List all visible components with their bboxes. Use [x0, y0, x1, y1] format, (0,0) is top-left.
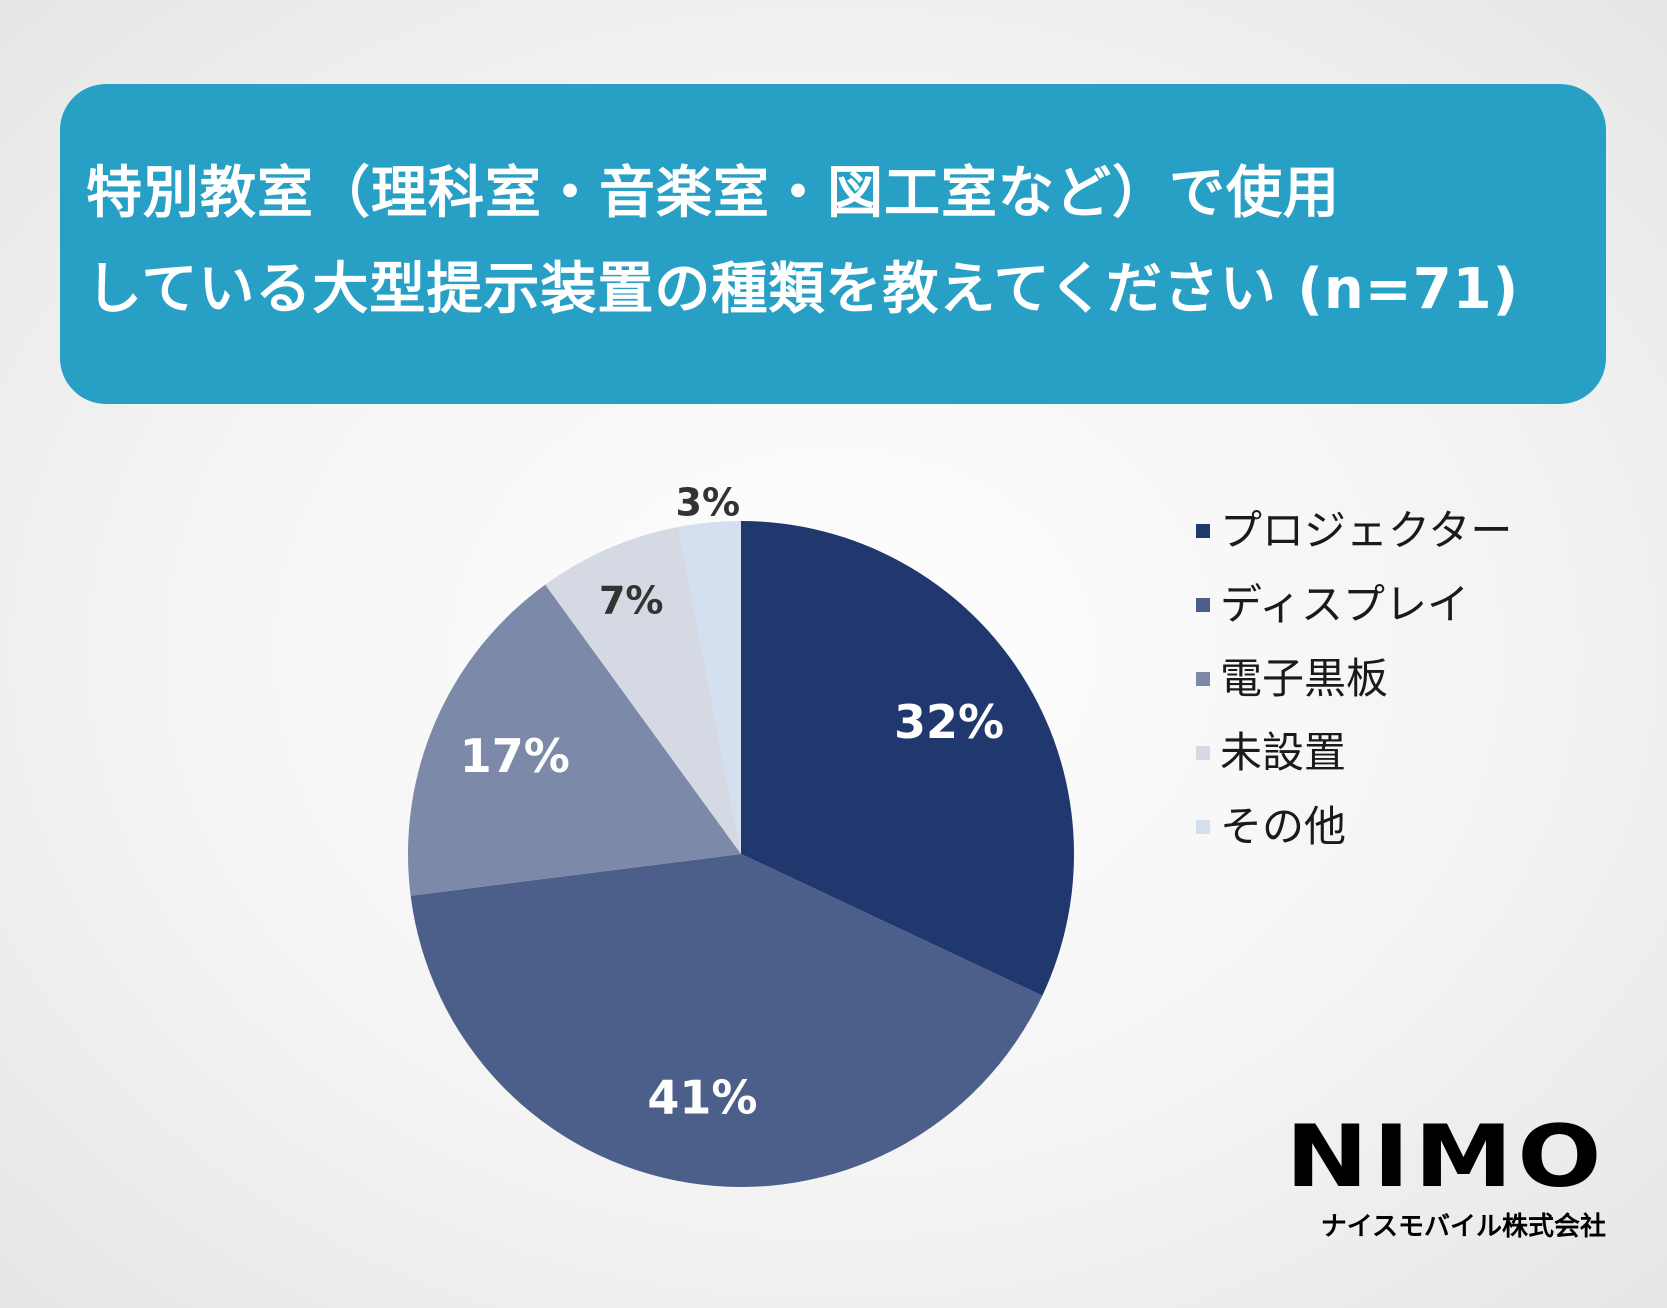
pie-data-label-5: 3%: [676, 481, 741, 525]
legend-item-5: その他: [1196, 786, 1512, 860]
pie-slice-4: [545, 526, 741, 854]
pie-slice-5: [678, 521, 741, 854]
pie-data-label-4: 7%: [599, 578, 664, 622]
pie-slice-3: [408, 584, 741, 896]
title-banner: 特別教室（理科室・音楽室・図工室など）で使用 している大型提示装置の種類を教えて…: [60, 84, 1606, 404]
legend-swatch-3: [1196, 672, 1210, 686]
legend-swatch-1: [1196, 524, 1210, 538]
pie-slice-1: [741, 521, 1074, 996]
legend-item-1: プロジェクター: [1196, 490, 1512, 564]
pie-data-label-2: 41%: [647, 1070, 757, 1124]
legend-item-2: ディスプレイ: [1196, 564, 1512, 638]
legend-label-5: その他: [1220, 801, 1347, 851]
pie-slice-2: [410, 854, 1043, 1187]
nimo-logo: NIMO ナイスモバイル株式会社: [1286, 1112, 1606, 1243]
logo-company-name: ナイスモバイル株式会社: [1320, 1212, 1606, 1242]
legend-item-3: 電子黒板: [1196, 638, 1512, 712]
logo-mark: NIMO: [1285, 1107, 1606, 1207]
legend-item-4: 未設置: [1196, 712, 1512, 786]
pie-data-label-1: 32%: [894, 695, 1004, 749]
legend-label-3: 電子黒板: [1220, 653, 1389, 703]
chart-title-line-2: している大型提示装置の種類を教えてください (n=71): [86, 257, 1520, 322]
legend-swatch-5: [1196, 820, 1210, 834]
chart-legend: プロジェクター ディスプレイ 電子黒板未設置その他: [1196, 490, 1512, 860]
pie-data-label-3: 17%: [460, 729, 570, 783]
legend-label-2: ディスプレイ: [1220, 579, 1470, 629]
chart-title-line-1: 特別教室（理科室・音楽室・図工室など）で使用: [86, 161, 1340, 226]
legend-label-4: 未設置: [1220, 727, 1347, 777]
legend-swatch-2: [1196, 598, 1210, 612]
legend-label-1: プロジェクター: [1220, 505, 1513, 555]
legend-swatch-4: [1196, 746, 1210, 760]
